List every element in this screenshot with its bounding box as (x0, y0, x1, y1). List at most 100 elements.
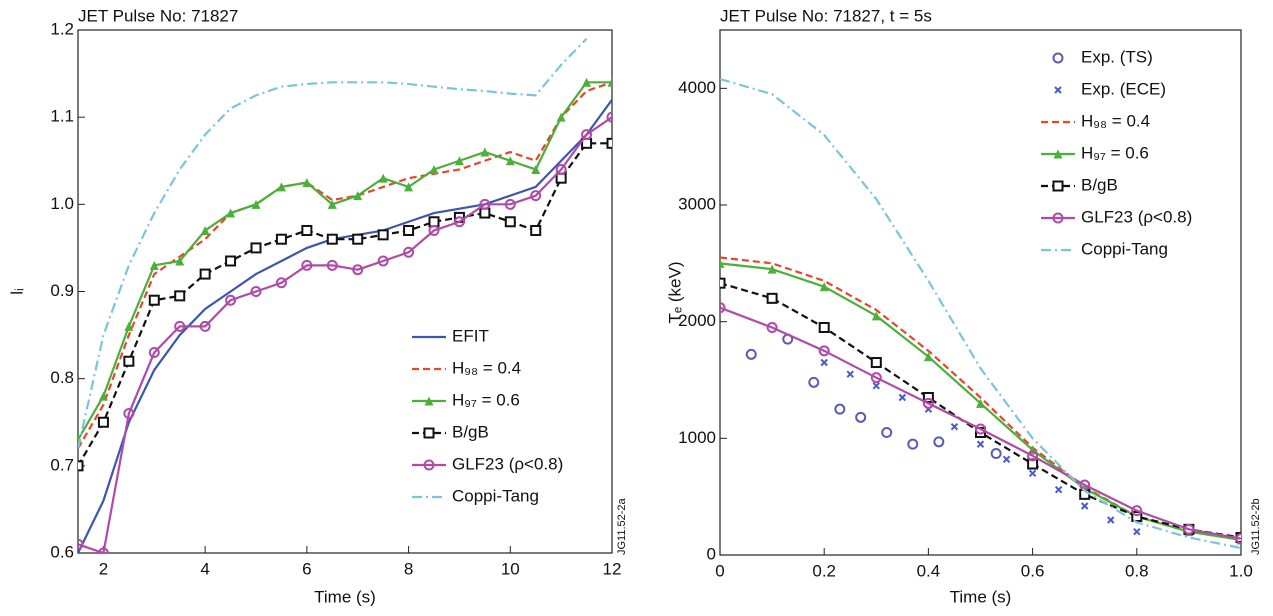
data-point (922, 392, 934, 403)
data-point (97, 416, 109, 428)
data-point (429, 164, 439, 174)
x-tick-label: 0.4 (917, 561, 941, 580)
x-axis-label: Time (s) (950, 587, 1012, 606)
data-point (403, 246, 415, 258)
data-point (301, 259, 313, 271)
x-tick-label: 10 (501, 559, 520, 578)
data-point (555, 172, 567, 184)
series-line (720, 77, 1241, 550)
data-point (922, 397, 934, 409)
data-point (871, 311, 881, 321)
plot-area (720, 77, 1241, 550)
data-point (1028, 469, 1037, 478)
y-tick-label: 0.7 (50, 455, 74, 474)
legend-label: Exp. (TS) (1081, 47, 1153, 66)
data-point (124, 321, 134, 331)
data-point (251, 199, 261, 209)
data-point (225, 294, 237, 306)
data-point (933, 436, 945, 448)
data-point (846, 370, 854, 378)
data-point (720, 258, 725, 268)
series-line (78, 37, 588, 449)
data-point (1133, 527, 1141, 536)
data-point (923, 352, 933, 362)
data-point (818, 345, 830, 357)
data-point (480, 147, 490, 157)
y-tick-label: 4000 (678, 78, 716, 97)
data-point (199, 320, 211, 332)
data-point (301, 224, 313, 236)
chart-title: JET Pulse No: 71827, t = 5s (720, 6, 932, 25)
data-point (767, 264, 777, 274)
data-point (454, 156, 464, 166)
legend-marker (1052, 180, 1064, 192)
y-tick-label: 0 (707, 544, 716, 563)
data-point (148, 347, 160, 359)
y-tick-label: 0.8 (50, 368, 74, 387)
legend-label: EFIT (452, 326, 489, 345)
x-tick-label: 0.8 (1125, 561, 1149, 580)
data-point (1107, 516, 1115, 524)
side-label: JG11.52-2a (616, 497, 628, 555)
data-point (175, 256, 185, 266)
data-point (403, 224, 415, 236)
data-point (428, 224, 440, 236)
series-line (720, 282, 1241, 539)
data-point (352, 233, 364, 245)
y-axis-label: lᵢ (7, 288, 26, 294)
data-point (872, 382, 881, 390)
y-axis-label: Tₑ (keV) (665, 261, 684, 323)
data-point (950, 422, 959, 431)
legend-label: H₉₇ = 0.6 (1081, 143, 1149, 162)
x-axis-label: Time (s) (314, 587, 376, 606)
series-line (78, 142, 612, 467)
data-point (720, 277, 726, 289)
data-point (1131, 511, 1143, 522)
data-point (555, 163, 567, 175)
data-point (78, 435, 83, 445)
data-point (1235, 533, 1241, 545)
y-tick-label: 3000 (678, 194, 716, 213)
series-line (78, 99, 612, 553)
data-point (582, 77, 592, 87)
data-point (606, 137, 612, 149)
legend-label: B/gB (1081, 175, 1118, 194)
legend-marker (423, 459, 435, 471)
x-tick-label: 0.2 (812, 561, 836, 580)
series-line (720, 256, 1241, 541)
data-point (606, 111, 612, 123)
data-point (78, 460, 84, 472)
data-point (123, 408, 135, 420)
x-tick-label: 0 (715, 561, 724, 580)
data-point (200, 225, 210, 235)
data-point (556, 112, 566, 122)
legend-marker (424, 396, 434, 406)
y-tick-label: 1.1 (50, 107, 74, 126)
y-tick-label: 1.2 (50, 19, 74, 38)
legend-label: Exp. (ECE) (1081, 79, 1166, 98)
data-point (479, 198, 491, 210)
data-point (898, 393, 907, 402)
data-point (766, 322, 778, 333)
data-point (225, 255, 237, 267)
data-point (976, 440, 985, 448)
data-point (834, 403, 846, 415)
data-point (808, 376, 820, 388)
data-point (149, 260, 159, 270)
data-point (174, 320, 186, 332)
data-point (505, 156, 515, 166)
data-point (377, 229, 389, 241)
y-tick-label: 0.6 (50, 542, 74, 561)
data-point (1027, 450, 1039, 462)
data-point (404, 182, 414, 192)
data-point (428, 216, 440, 228)
data-point (226, 208, 236, 218)
data-point (766, 292, 778, 304)
data-point (353, 191, 363, 201)
x-tick-label: 8 (404, 559, 413, 578)
data-point (148, 294, 160, 306)
data-point (855, 411, 867, 423)
series-line (78, 116, 612, 553)
data-point (1080, 502, 1089, 510)
series-line (720, 306, 1241, 540)
